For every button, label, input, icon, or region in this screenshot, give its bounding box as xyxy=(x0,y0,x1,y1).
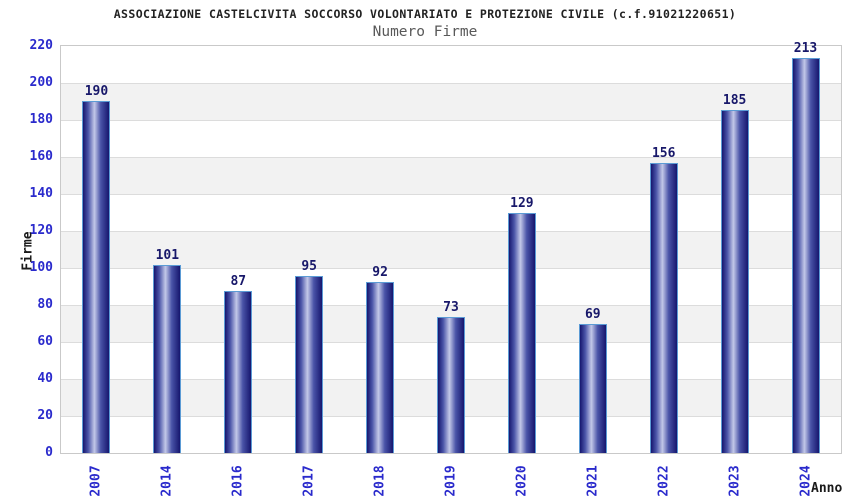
plot-area: 190 101 87 95 92 73 129 69 156 185 213 xyxy=(60,41,842,454)
bar-2020 xyxy=(507,213,536,453)
bar-value-label: 95 xyxy=(301,259,317,275)
y-tick-label: 120 xyxy=(29,223,53,238)
bar-value-label: 101 xyxy=(155,248,180,264)
bar-2016 xyxy=(224,291,253,453)
grid-band xyxy=(61,231,841,268)
bar-value-label: 213 xyxy=(793,40,818,56)
x-tick-label: 2017 xyxy=(301,465,317,497)
y-tick-label: 140 xyxy=(29,186,53,201)
bar-value-label: 92 xyxy=(372,264,388,280)
bar-value-label: 69 xyxy=(584,307,601,323)
y-tick-label: 40 xyxy=(37,371,53,386)
bar-2017 xyxy=(295,276,324,453)
bar-2007 xyxy=(82,100,111,453)
y-tick-label: 180 xyxy=(29,112,53,127)
x-tick-label: 2021 xyxy=(585,465,601,497)
x-tick-label: 2023 xyxy=(727,465,743,497)
gridline xyxy=(61,231,841,232)
y-tick-label: 220 xyxy=(29,38,53,53)
x-tick-label: 2020 xyxy=(514,465,530,497)
gridline xyxy=(61,83,841,84)
bar-value-label: 190 xyxy=(84,83,109,99)
gridline xyxy=(61,157,841,158)
gridline xyxy=(61,305,841,306)
bar-2014 xyxy=(153,265,182,453)
bar-value-label: 87 xyxy=(230,274,247,290)
x-tick-label: 2014 xyxy=(159,465,175,497)
y-tick-label: 20 xyxy=(37,408,53,423)
chart-title: ASSOCIAZIONE CASTELCIVITA SOCCORSO VOLON… xyxy=(113,7,737,21)
gridline xyxy=(61,268,841,269)
bar-2019 xyxy=(437,316,465,453)
gridline xyxy=(61,194,841,195)
bar-2021 xyxy=(578,324,607,453)
x-axis-label: Anno xyxy=(811,481,843,496)
gridline xyxy=(61,120,841,121)
bar-value-label: 129 xyxy=(510,196,534,212)
x-tick-label: 2018 xyxy=(372,465,388,497)
bar-2022 xyxy=(649,163,678,453)
grid-band xyxy=(61,157,841,194)
bar-value-label: 156 xyxy=(651,146,676,162)
bar-2024 xyxy=(791,57,820,453)
x-tick-label: 2022 xyxy=(656,465,672,497)
bar-value-label: 73 xyxy=(443,299,459,315)
bar-value-label: 185 xyxy=(722,92,747,108)
y-tick-label: 100 xyxy=(29,260,53,275)
bar-2018 xyxy=(366,281,395,453)
x-tick-label: 2016 xyxy=(230,465,246,497)
y-tick-label: 60 xyxy=(37,334,53,349)
x-tick-label: 2007 xyxy=(88,465,104,497)
y-tick-label: 200 xyxy=(29,75,53,90)
y-tick-label: 0 xyxy=(45,445,53,460)
y-tick-label: 80 xyxy=(37,297,53,312)
grid-band xyxy=(61,83,841,120)
bar-2023 xyxy=(720,109,749,453)
y-tick-label: 160 xyxy=(29,149,53,164)
y-axis-label: Firme xyxy=(20,231,36,271)
chart-subtitle: Numero Firme xyxy=(372,24,478,40)
x-tick-label: 2019 xyxy=(443,465,459,497)
